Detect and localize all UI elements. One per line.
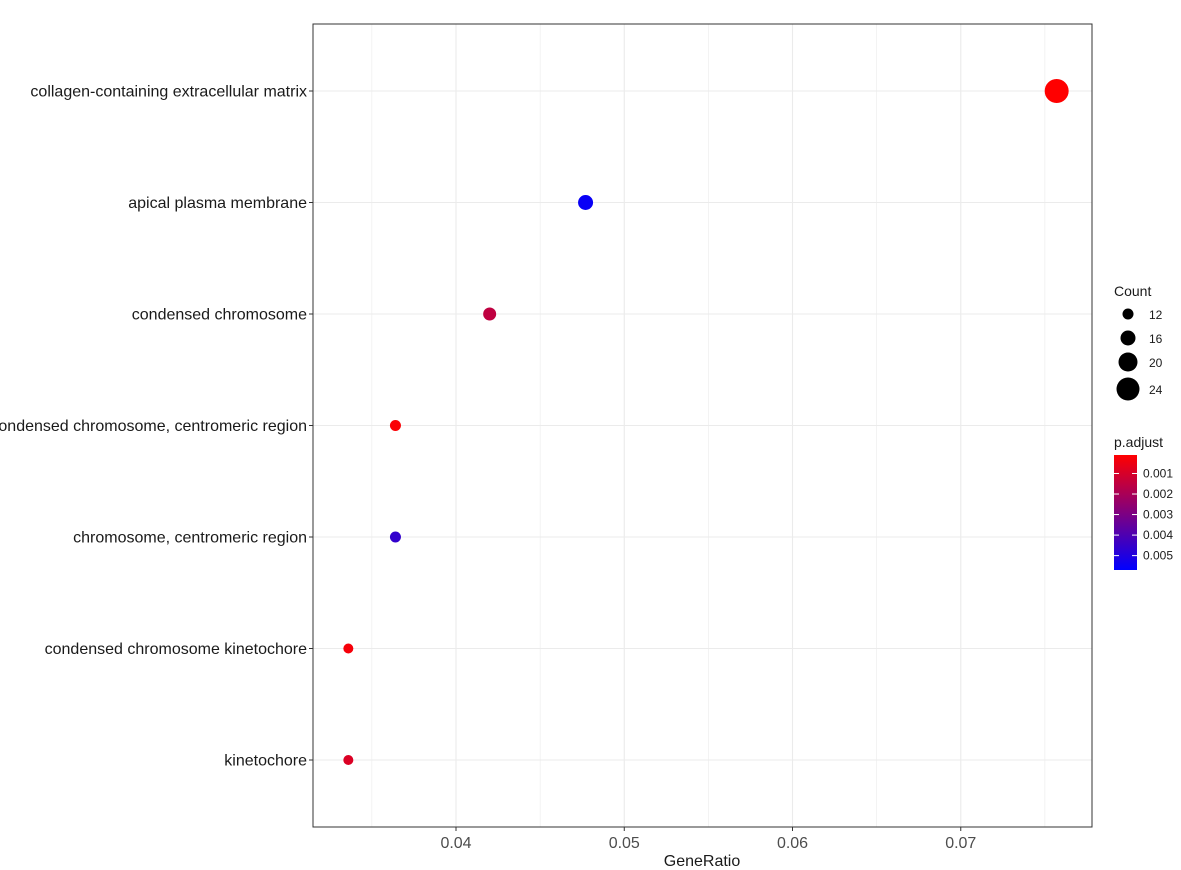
data-point <box>578 195 594 210</box>
x-tick-label: 0.06 <box>777 835 808 852</box>
y-tick-label: condensed chromosome kinetochore <box>45 641 307 658</box>
y-tick-label: apical plasma membrane <box>128 195 307 212</box>
size-legend-title: Count <box>1114 283 1151 299</box>
major-gridlines <box>313 24 1092 827</box>
size-legend-label: 20 <box>1149 356 1163 370</box>
x-axis: 0.04 0.05 0.06 0.07 <box>440 827 976 852</box>
data-point <box>343 643 354 654</box>
y-tick-label: condensed chromosome <box>132 307 307 324</box>
color-legend-title: p.adjust <box>1114 434 1163 450</box>
size-legend-label: 12 <box>1149 308 1163 322</box>
color-legend-label: 0.003 <box>1143 508 1173 522</box>
size-legend-key <box>1116 377 1140 401</box>
color-legend-label: 0.002 <box>1143 487 1173 501</box>
data-point <box>343 755 354 765</box>
color-legend: p.adjust 0.001 0.002 0.003 0.004 0.005 <box>1114 434 1173 570</box>
x-axis-title: GeneRatio <box>664 853 741 870</box>
data-point <box>389 420 401 431</box>
size-legend-label: 16 <box>1149 332 1163 346</box>
y-tick-label: collagen-containing extracellular matrix <box>30 84 307 101</box>
y-tick-label: condensed chromosome, centromeric region <box>0 418 307 435</box>
x-tick-label: 0.05 <box>609 835 640 852</box>
color-legend-bar <box>1114 455 1137 570</box>
color-legend-label: 0.004 <box>1143 528 1173 542</box>
size-legend: Count 12 16 20 24 <box>1114 283 1163 401</box>
y-tick-label: kinetochore <box>224 753 307 770</box>
y-tick-label: chromosome, centromeric region <box>73 530 307 547</box>
x-tick-label: 0.04 <box>440 835 471 852</box>
color-legend-label: 0.005 <box>1143 549 1173 563</box>
size-legend-key <box>1120 330 1136 346</box>
color-legend-label: 0.001 <box>1143 466 1173 480</box>
size-legend-key <box>1118 352 1138 372</box>
data-point <box>389 531 401 543</box>
data-point <box>1044 79 1069 103</box>
y-axis: collagen-containing extracellular matrix… <box>0 84 313 770</box>
data-point <box>483 307 497 321</box>
size-legend-key <box>1122 308 1134 320</box>
size-legend-label: 24 <box>1149 383 1163 397</box>
x-tick-label: 0.07 <box>945 835 976 852</box>
data-points <box>343 79 1069 765</box>
